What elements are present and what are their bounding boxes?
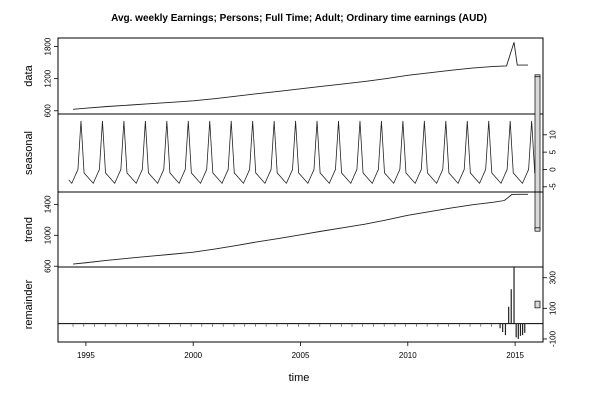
y-tick-label: 5	[549, 149, 558, 154]
panel-ylabel-remainder: remainder	[23, 279, 35, 329]
x-tick-label: 2015	[506, 351, 524, 360]
panel-trend: 600 1000 1400 trend	[23, 191, 544, 273]
x-tick-label: 1995	[77, 351, 95, 360]
panel-frame	[57, 37, 544, 115]
seasonal-series-line	[68, 120, 539, 185]
y-tick-label: 600	[44, 259, 53, 273]
panel-seasonal: -5 0 5 10 seasonal	[23, 76, 558, 230]
y-tick-label: 600	[44, 104, 53, 118]
y-tick-label: 1200	[44, 69, 53, 87]
chart-title: Avg. weekly Earnings; Persons; Full Time…	[111, 13, 487, 24]
range-bar-trend	[534, 227, 541, 232]
panel-data: 600 1200 1800 data	[23, 37, 544, 118]
x-axis-title: time	[289, 372, 310, 384]
y-tick-label: -5	[549, 183, 558, 191]
y-tick-label: 1800	[44, 37, 53, 55]
panel-ylabel-data: data	[23, 64, 35, 86]
y-tick-label: 1000	[44, 226, 53, 244]
range-bar-seasonal	[534, 76, 541, 230]
y-tick-label: 0	[549, 167, 558, 172]
y-tick-label: 10	[549, 130, 558, 139]
data-series-line	[72, 42, 528, 110]
x-tick-label: 2010	[399, 351, 417, 360]
y-tick-label: 300	[549, 270, 558, 284]
range-bar-remainder	[534, 300, 541, 309]
panels-group: 600 1200 1800 data -5 0 5 10 seasonal 600 1000 1400…	[23, 37, 558, 347]
x-tick-label: 2000	[184, 351, 202, 360]
x-axis: 1995 2000 2005 2010 2015	[77, 342, 525, 360]
y-tick-label: 100	[549, 301, 558, 315]
panel-ylabel-trend: trend	[23, 217, 35, 242]
x-tick-label: 2005	[292, 351, 310, 360]
panel-frame	[57, 191, 544, 268]
panel-frame	[57, 266, 544, 343]
panel-ylabel-seasonal: seasonal	[23, 131, 35, 175]
trend-series-line	[72, 193, 528, 265]
y-tick-label: 1400	[44, 195, 53, 213]
panel-frame	[57, 113, 544, 193]
panel-remainder: -100 100 300 remainder	[23, 266, 558, 347]
y-tick-label: -100	[549, 330, 558, 347]
